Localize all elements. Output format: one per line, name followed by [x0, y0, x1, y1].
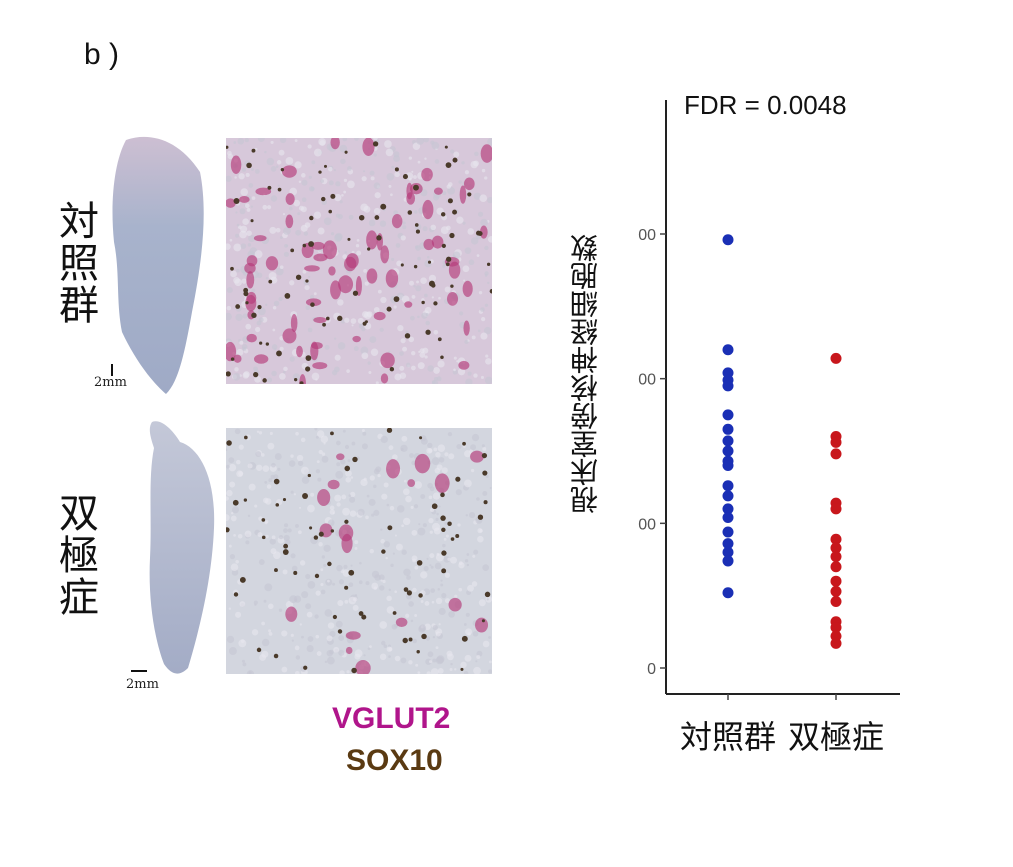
point-control [722, 459, 734, 471]
y-tick-label: 00 [638, 372, 656, 389]
point-bipolar [830, 637, 842, 649]
point-bipolar [830, 585, 842, 597]
point-control [722, 234, 734, 246]
point-control [722, 587, 734, 599]
point-bipolar [830, 503, 842, 515]
point-bipolar [830, 448, 842, 460]
point-bipolar [830, 542, 842, 554]
x-tick-label: 対照群 [680, 718, 776, 756]
brain-slice-bipolar [149, 421, 215, 674]
point-bipolar [830, 352, 842, 364]
y-tick-label: 00 [638, 227, 656, 244]
scalebar-label-bipolar: 2mm [126, 677, 159, 692]
point-control [722, 344, 734, 356]
point-control [722, 423, 734, 435]
legend-vglut2: VGLUT2 [332, 702, 451, 735]
y-tick-label: 00 [638, 516, 656, 533]
panel-label: b ) [84, 38, 120, 71]
y-tick-label: 0 [647, 661, 656, 678]
point-control [722, 380, 734, 392]
point-control [722, 526, 734, 538]
point-control [722, 445, 734, 457]
point-bipolar [830, 575, 842, 587]
point-bipolar [830, 621, 842, 633]
point-control [722, 546, 734, 558]
legend-sox10: SOX10 [346, 744, 443, 777]
point-control [722, 555, 734, 567]
x-tick-label: 双極症 [788, 718, 884, 756]
point-control [722, 512, 734, 524]
point-control [722, 409, 734, 421]
microscopy-bipolar [226, 428, 492, 674]
point-bipolar [830, 551, 842, 563]
point-bipolar [830, 561, 842, 573]
microscopy-control [226, 138, 492, 384]
point-control [722, 503, 734, 515]
row-label-control: 対照群 [52, 200, 98, 326]
point-control [722, 480, 734, 492]
brain-slice-control [112, 136, 204, 394]
row-label-bipolar: 双極症 [52, 492, 98, 618]
point-bipolar [830, 595, 842, 607]
point-bipolar [830, 436, 842, 448]
scalebar-control [111, 364, 113, 376]
point-control [722, 490, 734, 502]
point-control [722, 538, 734, 550]
point-bipolar [830, 533, 842, 545]
fdr-annotation: FDR = 0.0048 [684, 90, 847, 120]
scalebar-bipolar [131, 670, 147, 672]
scalebar-label-control: 2mm [94, 375, 127, 390]
point-control [722, 435, 734, 447]
